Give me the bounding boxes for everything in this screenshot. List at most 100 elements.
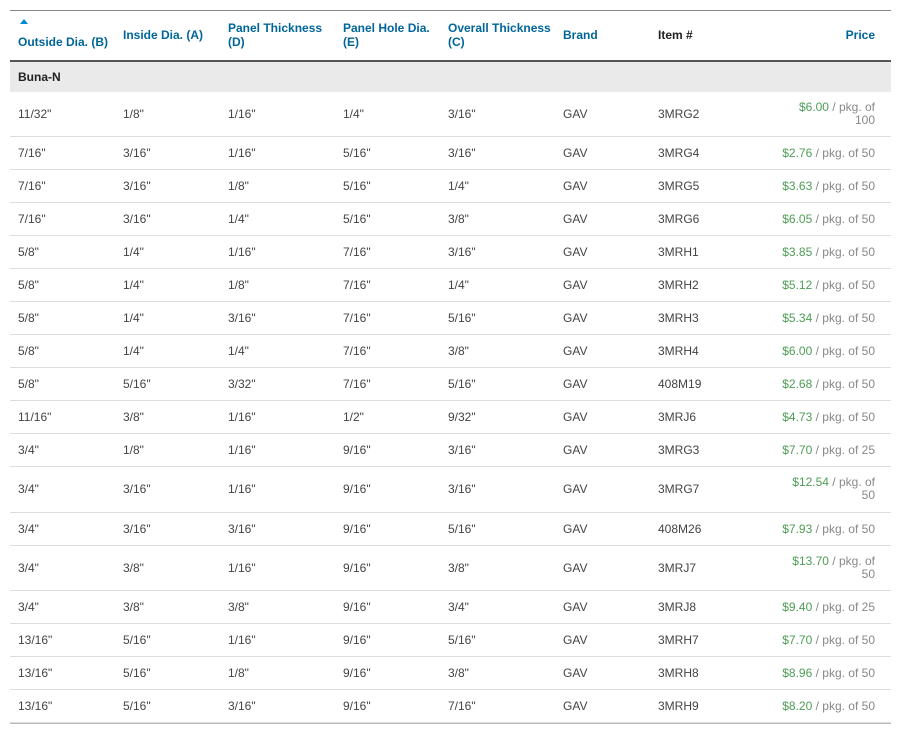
cell-brand: GAV bbox=[559, 520, 654, 538]
col-header-label: Panel Thickness (D) bbox=[228, 21, 322, 49]
table-row[interactable]: 7/16"3/16"1/8"5/16"1/4"GAV3MRG5$3.63 / p… bbox=[10, 170, 891, 203]
table-row[interactable]: 13/16"5/16"3/16"9/16"7/16"GAV3MRH9$8.20 … bbox=[10, 690, 891, 723]
cell-inside-dia: 1/4" bbox=[119, 309, 224, 327]
cell-panel-hole-dia: 7/16" bbox=[339, 309, 444, 327]
table-row[interactable]: 3/4"1/8"1/16"9/16"3/16"GAV3MRG3$7.70 / p… bbox=[10, 434, 891, 467]
table-row[interactable]: 3/4"3/16"1/16"9/16"3/16"GAV3MRG7$12.54 /… bbox=[10, 467, 891, 512]
cell-item-number: 3MRG2 bbox=[654, 105, 759, 123]
table-row[interactable]: 3/4"3/8"3/8"9/16"3/4"GAV3MRJ8$9.40 / pkg… bbox=[10, 591, 891, 624]
cell-panel-thickness: 1/16" bbox=[224, 144, 339, 162]
col-header-brand[interactable]: Brand bbox=[559, 26, 654, 44]
cell-panel-hole-dia: 9/16" bbox=[339, 520, 444, 538]
cell-panel-thickness: 1/8" bbox=[224, 276, 339, 294]
cell-overall-thickness: 1/4" bbox=[444, 177, 559, 195]
table-body: 11/32"1/8"1/16"1/4"3/16"GAV3MRG2$6.00 / … bbox=[10, 92, 891, 723]
table-row[interactable]: 11/16"3/8"1/16"1/2"9/32"GAV3MRJ6$4.73 / … bbox=[10, 401, 891, 434]
cell-inside-dia: 5/16" bbox=[119, 697, 224, 715]
cell-panel-hole-dia: 9/16" bbox=[339, 697, 444, 715]
cell-brand: GAV bbox=[559, 210, 654, 228]
cell-outside-dia: 5/8" bbox=[14, 276, 119, 294]
col-header-label: Overall Thickness (C) bbox=[448, 21, 551, 49]
cell-outside-dia: 3/4" bbox=[14, 480, 119, 498]
col-header-outside-dia[interactable]: Outside Dia. (B) bbox=[14, 19, 119, 52]
col-header-price[interactable]: Price bbox=[759, 26, 879, 44]
table-row[interactable]: 3/4"3/16"3/16"9/16"5/16"GAV408M26$7.93 /… bbox=[10, 513, 891, 546]
cell-price: $8.96 / pkg. of 50 bbox=[759, 664, 879, 682]
cell-price: $13.70 / pkg. of 50 bbox=[759, 553, 879, 583]
group-label: Buna-N bbox=[18, 70, 61, 84]
cell-outside-dia: 11/32" bbox=[14, 105, 119, 123]
cell-price: $5.34 / pkg. of 50 bbox=[759, 309, 879, 327]
col-header-panel-thickness[interactable]: Panel Thickness (D) bbox=[224, 19, 339, 52]
col-header-label: Outside Dia. (B) bbox=[18, 35, 108, 49]
cell-outside-dia: 13/16" bbox=[14, 631, 119, 649]
group-header: Buna-N bbox=[10, 62, 891, 92]
cell-price: $7.70 / pkg. of 25 bbox=[759, 441, 879, 459]
cell-overall-thickness: 7/16" bbox=[444, 697, 559, 715]
col-header-panel-hole-dia[interactable]: Panel Hole Dia. (E) bbox=[339, 19, 444, 52]
cell-price: $3.85 / pkg. of 50 bbox=[759, 243, 879, 261]
cell-panel-hole-dia: 1/2" bbox=[339, 408, 444, 426]
cell-outside-dia: 3/4" bbox=[14, 441, 119, 459]
cell-overall-thickness: 3/8" bbox=[444, 210, 559, 228]
cell-panel-hole-dia: 9/16" bbox=[339, 631, 444, 649]
table-row[interactable]: 3/4"3/8"1/16"9/16"3/8"GAV3MRJ7$13.70 / p… bbox=[10, 546, 891, 591]
cell-item-number: 3MRH3 bbox=[654, 309, 759, 327]
cell-panel-thickness: 1/16" bbox=[224, 408, 339, 426]
table-row[interactable]: 5/8"1/4"1/8"7/16"1/4"GAV3MRH2$5.12 / pkg… bbox=[10, 269, 891, 302]
table-row[interactable]: 5/8"1/4"3/16"7/16"5/16"GAV3MRH3$5.34 / p… bbox=[10, 302, 891, 335]
cell-item-number: 3MRH8 bbox=[654, 664, 759, 682]
cell-brand: GAV bbox=[559, 408, 654, 426]
cell-outside-dia: 13/16" bbox=[14, 664, 119, 682]
cell-item-number: 3MRH2 bbox=[654, 276, 759, 294]
cell-item-number: 3MRH9 bbox=[654, 697, 759, 715]
cell-panel-thickness: 1/4" bbox=[224, 210, 339, 228]
cell-price: $6.05 / pkg. of 50 bbox=[759, 210, 879, 228]
cell-price: $4.73 / pkg. of 50 bbox=[759, 408, 879, 426]
table-row[interactable]: 5/8"1/4"1/16"7/16"3/16"GAV3MRH1$3.85 / p… bbox=[10, 236, 891, 269]
cell-panel-hole-dia: 7/16" bbox=[339, 375, 444, 393]
col-header-inside-dia[interactable]: Inside Dia. (A) bbox=[119, 26, 224, 44]
cell-overall-thickness: 3/8" bbox=[444, 342, 559, 360]
cell-brand: GAV bbox=[559, 480, 654, 498]
cell-price: $6.00 / pkg. of 100 bbox=[759, 99, 879, 129]
table-header-row: Outside Dia. (B) Inside Dia. (A) Panel T… bbox=[10, 11, 891, 62]
col-header-label: Item # bbox=[658, 28, 693, 42]
cell-inside-dia: 3/8" bbox=[119, 559, 224, 577]
table-row[interactable]: 11/32"1/8"1/16"1/4"3/16"GAV3MRG2$6.00 / … bbox=[10, 92, 891, 137]
col-header-overall-thickness[interactable]: Overall Thickness (C) bbox=[444, 19, 559, 52]
cell-price: $5.12 / pkg. of 50 bbox=[759, 276, 879, 294]
cell-outside-dia: 5/8" bbox=[14, 375, 119, 393]
cell-price: $9.40 / pkg. of 25 bbox=[759, 598, 879, 616]
col-header-label: Price bbox=[846, 28, 875, 42]
cell-item-number: 3MRG6 bbox=[654, 210, 759, 228]
cell-outside-dia: 3/4" bbox=[14, 520, 119, 538]
cell-panel-thickness: 3/16" bbox=[224, 697, 339, 715]
table-row[interactable]: 7/16"3/16"1/4"5/16"3/8"GAV3MRG6$6.05 / p… bbox=[10, 203, 891, 236]
cell-outside-dia: 3/4" bbox=[14, 559, 119, 577]
table-row[interactable]: 5/8"5/16"3/32"7/16"5/16"GAV408M19$2.68 /… bbox=[10, 368, 891, 401]
cell-panel-hole-dia: 5/16" bbox=[339, 144, 444, 162]
col-header-label: Panel Hole Dia. (E) bbox=[343, 21, 430, 49]
cell-panel-hole-dia: 9/16" bbox=[339, 480, 444, 498]
cell-panel-thickness: 1/16" bbox=[224, 105, 339, 123]
table-row[interactable]: 7/16"3/16"1/16"5/16"3/16"GAV3MRG4$2.76 /… bbox=[10, 137, 891, 170]
cell-item-number: 3MRH4 bbox=[654, 342, 759, 360]
cell-panel-hole-dia: 5/16" bbox=[339, 177, 444, 195]
cell-overall-thickness: 3/8" bbox=[444, 664, 559, 682]
cell-price: $7.93 / pkg. of 50 bbox=[759, 520, 879, 538]
table-row[interactable]: 13/16"5/16"1/8"9/16"3/8"GAV3MRH8$8.96 / … bbox=[10, 657, 891, 690]
cell-inside-dia: 5/16" bbox=[119, 375, 224, 393]
cell-overall-thickness: 3/16" bbox=[444, 441, 559, 459]
cell-item-number: 3MRJ6 bbox=[654, 408, 759, 426]
cell-panel-thickness: 3/16" bbox=[224, 520, 339, 538]
cell-panel-hole-dia: 9/16" bbox=[339, 441, 444, 459]
table-row[interactable]: 5/8"1/4"1/4"7/16"3/8"GAV3MRH4$6.00 / pkg… bbox=[10, 335, 891, 368]
cell-inside-dia: 1/4" bbox=[119, 342, 224, 360]
cell-panel-hole-dia: 9/16" bbox=[339, 559, 444, 577]
cell-panel-thickness: 3/16" bbox=[224, 309, 339, 327]
cell-brand: GAV bbox=[559, 631, 654, 649]
cell-outside-dia: 5/8" bbox=[14, 309, 119, 327]
table-row[interactable]: 13/16"5/16"1/16"9/16"5/16"GAV3MRH7$7.70 … bbox=[10, 624, 891, 657]
cell-item-number: 3MRG4 bbox=[654, 144, 759, 162]
